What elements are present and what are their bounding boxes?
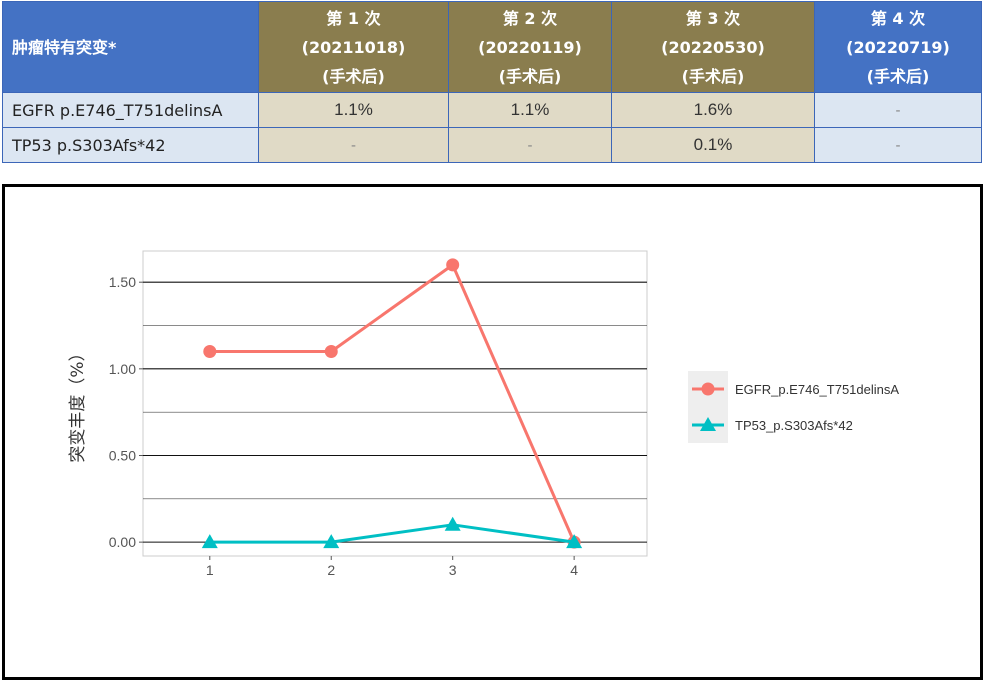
x-tick-label: 2 <box>327 562 335 578</box>
cell-tp53-4: - <box>814 127 982 163</box>
legend-key-marker-2 <box>700 417 716 431</box>
cell-tp53-3: 0.1% <box>611 127 815 163</box>
x-tick-label: 4 <box>570 562 578 578</box>
y-tick-label: 0.50 <box>109 447 136 463</box>
series-2-point <box>201 534 218 549</box>
cell-egfr-3: 1.6% <box>611 92 815 128</box>
header-test-1-line3: (手术后) <box>322 66 385 86</box>
cell-egfr-1: 1.1% <box>258 92 449 128</box>
header-test-2-line3: (手术后) <box>498 66 562 86</box>
cell-egfr-4: - <box>814 92 982 128</box>
table-header-row: 肿瘤特有突变* 第 1 次 (20211018) (手术后) 第 2 次 (20… <box>2 1 982 93</box>
table-row-tp53: TP53 p.S303Afs*42 - - 0.1% - <box>2 127 982 163</box>
header-test-2-line2: (20220119) <box>478 37 582 57</box>
legend-key-background <box>688 371 728 443</box>
cell-tp53-1: - <box>258 127 449 163</box>
row-label-tp53: TP53 p.S303Afs*42 <box>2 127 259 163</box>
y-tick-label: 0.00 <box>109 534 136 550</box>
chart-frame: 0.00 0.50 1.00 1.50 1 2 3 4 突变丰度（%） EGFR_p.E746_T… <box>2 184 983 680</box>
mutation-table: 肿瘤特有突变* 第 1 次 (20211018) (手术后) 第 2 次 (20… <box>2 1 982 163</box>
header-test-1-line2: (20211018) <box>301 37 406 57</box>
header-test-2: 第 2 次 (20220119) (手术后) <box>448 1 612 93</box>
x-tick-label: 3 <box>449 562 457 578</box>
legend-key-marker-1 <box>701 382 715 396</box>
line-chart: 0.00 0.50 1.00 1.50 1 2 3 4 突变丰度（%） EGFR_p.E746_T… <box>68 250 899 578</box>
legend-label-1: EGFR_p.E746_T751delinsA <box>735 382 899 397</box>
cell-tp53-2: - <box>448 127 612 163</box>
y-tick-label: 1.50 <box>109 274 136 290</box>
header-test-1: 第 1 次 (20211018) (手术后) <box>258 1 449 93</box>
header-test-1-line1: 第 1 次 <box>326 8 381 28</box>
legend-label-2: TP53_p.S303Afs*42 <box>735 418 853 433</box>
header-test-4-line1: 第 4 次 <box>870 8 926 28</box>
series-1-point <box>203 345 217 359</box>
header-test-3-line2: (20220530) <box>661 37 765 57</box>
header-test-3-line3: (手术后) <box>681 66 745 86</box>
header-test-2-line1: 第 2 次 <box>502 8 558 28</box>
series-1-point <box>446 258 460 272</box>
series-2-point <box>566 534 583 549</box>
series-line-1 <box>209 263 576 543</box>
y-axis-title: 突变丰度（%） <box>68 344 88 462</box>
plot-panel <box>142 250 648 557</box>
series-2-point <box>444 516 461 531</box>
y-tick-label: 1.00 <box>109 361 136 377</box>
series-line-2 <box>209 523 575 544</box>
header-test-4-line2: (20220719) <box>846 37 950 57</box>
row-label-egfr: EGFR p.E746_T751delinsA <box>2 92 259 128</box>
series-2-point <box>323 534 340 549</box>
header-test-3-line1: 第 3 次 <box>685 8 741 28</box>
header-test-4-line3: (手术后) <box>866 66 930 86</box>
series-1-point <box>324 345 338 359</box>
cell-egfr-2: 1.1% <box>448 92 612 128</box>
header-label-cell: 肿瘤特有突变* <box>2 1 259 93</box>
header-test-3: 第 3 次 (20220530) (手术后) <box>611 1 815 93</box>
header-test-4: 第 4 次 (20220719) (手术后) <box>814 1 982 93</box>
table-row-egfr: EGFR p.E746_T751delinsA 1.1% 1.1% 1.6% - <box>2 92 982 128</box>
x-tick-label: 1 <box>206 562 214 578</box>
